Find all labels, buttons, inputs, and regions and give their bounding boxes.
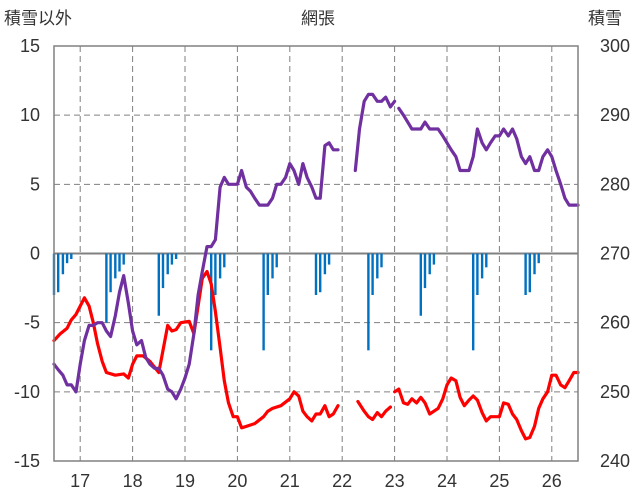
blue-bar (262, 253, 265, 351)
blue-bar (218, 253, 222, 279)
blue-bar (122, 253, 125, 265)
blue-bar (166, 253, 169, 275)
blue-bar (318, 253, 322, 293)
blue-bar (419, 253, 422, 316)
y-right-tick-label: 300 (600, 36, 630, 56)
blue-bar (524, 253, 527, 295)
y-left-tick-label: 5 (30, 174, 40, 194)
y-right-tick-label: 260 (600, 313, 630, 333)
blue-bar (480, 253, 484, 279)
blue-bar (114, 253, 117, 279)
blue-bar (170, 253, 174, 265)
blue-bar (266, 253, 269, 295)
blue-bar (214, 253, 217, 295)
blue-bar (485, 253, 488, 268)
plot-frame (53, 45, 579, 462)
blue-bar (376, 253, 379, 279)
blue-bar (533, 253, 536, 275)
blue-bar (476, 253, 479, 295)
y-left-tick-label: 15 (20, 36, 40, 56)
blue-bar (56, 253, 60, 293)
blue-bar (472, 253, 475, 351)
blue-bar (537, 253, 540, 264)
x-tick-label: 17 (70, 471, 90, 491)
x-tick-label: 24 (437, 471, 457, 491)
left-axis-title: 積雪以外 (4, 9, 72, 29)
blue-bar (367, 253, 370, 351)
blue-bar (432, 253, 436, 265)
y-left-tick-label: 0 (30, 244, 40, 264)
blue-bar (161, 253, 165, 289)
purple-series-line (52, 92, 580, 401)
y-right-tick-label: 280 (600, 174, 630, 194)
x-tick-label: 23 (385, 471, 405, 491)
blue-bar (323, 253, 327, 275)
blue-bar (65, 253, 69, 264)
blue-bar (118, 253, 121, 272)
x-tick-label: 22 (332, 471, 352, 491)
blue-bar (371, 253, 374, 295)
y-left-tick-label: 10 (20, 105, 40, 125)
right-axis-title: 積雪 (588, 9, 622, 29)
blue-bar (314, 253, 318, 295)
blue-bar (428, 253, 431, 275)
x-tick-label: 25 (489, 471, 509, 491)
blue-bar (61, 253, 65, 275)
x-tick-label: 18 (123, 471, 143, 491)
y-right-tick-label: 290 (600, 105, 630, 125)
tick-labels: 15 300 10 290 5 280 0 270 -5 260 -10 250 -15 240 17 18 1… (14, 36, 630, 491)
y-left-tick-label: -5 (24, 313, 40, 333)
chart-title: 網張 (301, 9, 335, 29)
blue-bar (174, 253, 178, 260)
y-right-tick-label: 250 (600, 382, 630, 402)
x-tick-label: 20 (227, 471, 247, 491)
blue-bar (275, 253, 278, 268)
y-left-tick-label: -10 (14, 382, 40, 402)
blue-bar (105, 253, 108, 323)
y-right-tick-label: 240 (600, 451, 630, 471)
blue-bar (327, 253, 331, 265)
blue-bar (109, 253, 112, 293)
blue-bar (271, 253, 274, 279)
blue-bar (157, 253, 160, 316)
blue-bar (223, 253, 226, 268)
blue-bar (528, 253, 531, 293)
y-right-tick-label: 270 (600, 244, 630, 264)
blue-bar (70, 253, 73, 260)
lines-layer (52, 92, 580, 441)
x-tick-label: 26 (542, 471, 562, 491)
x-tick-label: 19 (175, 471, 195, 491)
y-left-tick-label: -15 (14, 451, 40, 471)
x-tick-label: 21 (280, 471, 300, 491)
blue-bars-layer (52, 253, 540, 351)
blue-bar (210, 253, 213, 351)
blue-bar (380, 253, 383, 268)
blue-bar (423, 253, 427, 289)
